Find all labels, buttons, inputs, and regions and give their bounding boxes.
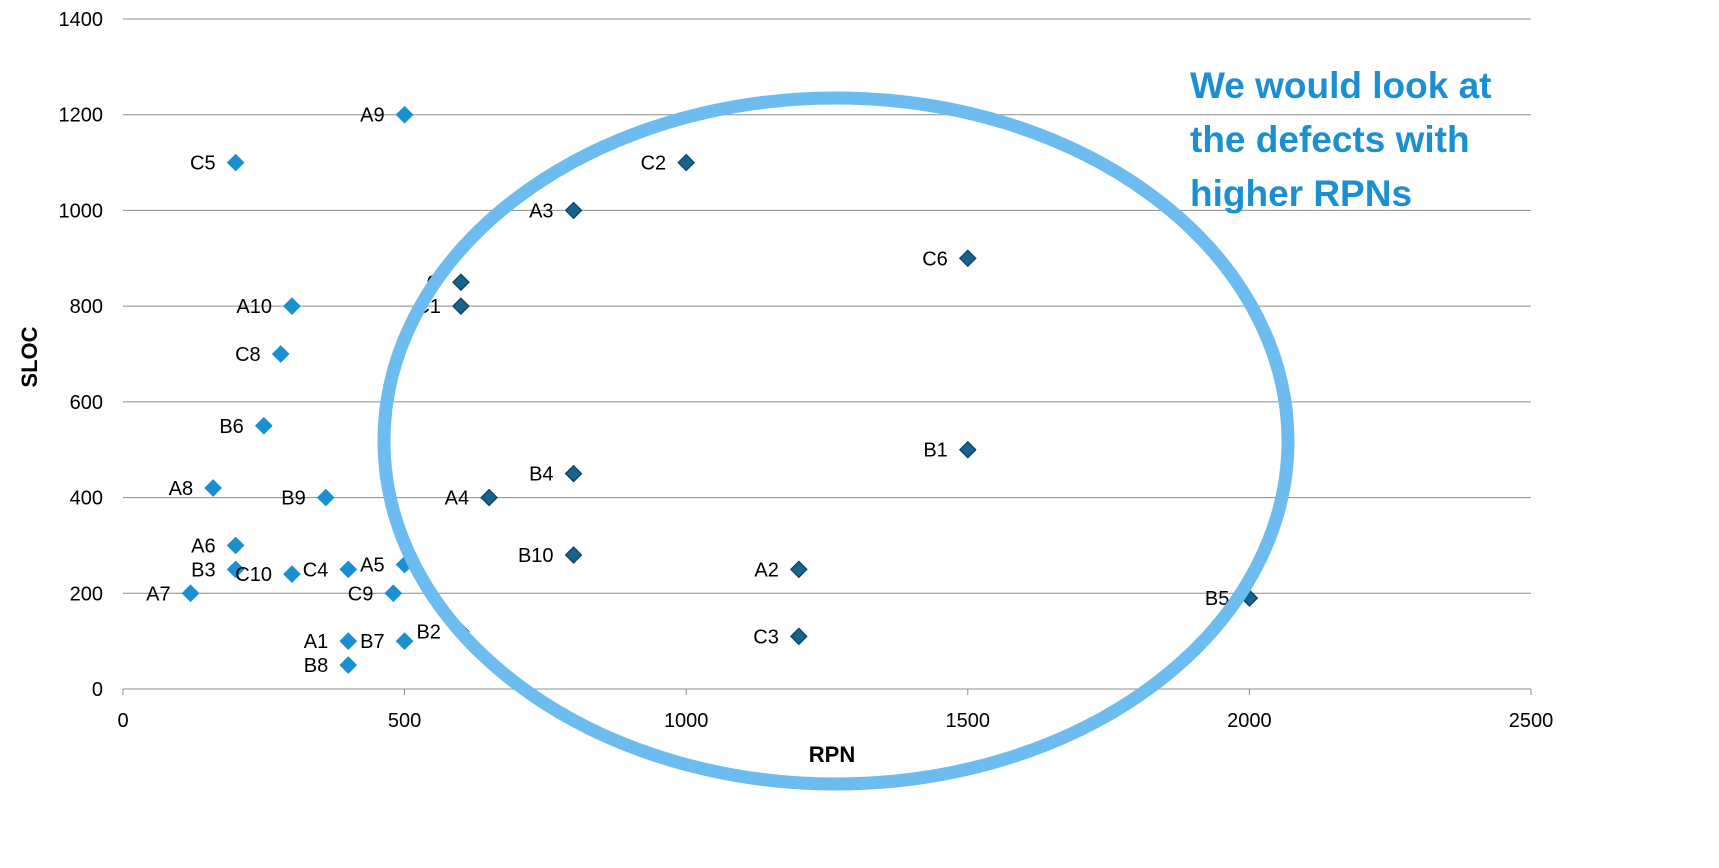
point-label-A9: A9 — [360, 105, 384, 127]
point-A10 — [283, 297, 301, 315]
point-A3 — [564, 201, 583, 220]
point-C2 — [677, 153, 696, 172]
point-A8 — [204, 479, 222, 497]
y-tick-label-6: 1200 — [59, 105, 104, 127]
x-tick-label-3: 1500 — [946, 710, 991, 732]
point-C1 — [452, 297, 470, 315]
x-axis-title: RPN — [809, 742, 855, 767]
point-A2 — [789, 560, 808, 579]
point-label-B8: B8 — [304, 655, 328, 677]
point-A7 — [181, 584, 200, 603]
point-C4 — [339, 560, 358, 579]
point-label-A8: A8 — [169, 478, 193, 500]
point-A4 — [480, 488, 498, 507]
point-label-A4: A4 — [445, 488, 469, 510]
point-label-C8: C8 — [235, 344, 261, 366]
point-label-C5: C5 — [190, 153, 216, 175]
x-tick-label-4: 2000 — [1227, 710, 1272, 732]
point-A9 — [395, 105, 414, 124]
y-tick-label-0: 0 — [92, 679, 103, 701]
point-label-C9: C9 — [348, 583, 374, 605]
y-tick-label-4: 800 — [70, 296, 103, 318]
point-label-A5: A5 — [360, 555, 384, 577]
y-axis-title: SLOC — [17, 326, 42, 387]
point-label-B5: B5 — [1205, 588, 1229, 610]
point-C6 — [958, 249, 977, 268]
point-C9 — [384, 584, 403, 603]
point-B6 — [254, 416, 273, 435]
point-label-B3: B3 — [191, 559, 215, 581]
point-A1 — [339, 632, 358, 650]
point-B8 — [339, 656, 358, 674]
point-label-A2: A2 — [754, 559, 778, 581]
point-B1 — [958, 440, 977, 459]
point-C8 — [271, 345, 290, 363]
point-label-C2: C2 — [641, 153, 667, 175]
x-tick-label-0: 0 — [117, 710, 128, 732]
point-label-C6: C6 — [922, 248, 948, 270]
y-tick-label-7: 1400 — [59, 9, 104, 31]
data-points — [181, 105, 1259, 674]
point-label-B9: B9 — [281, 488, 305, 510]
point-A6 — [226, 536, 245, 555]
point-label-B2: B2 — [416, 622, 440, 644]
point-B3 — [226, 560, 245, 579]
x-tick-label-2: 1000 — [664, 710, 709, 732]
point-label-A1: A1 — [304, 631, 328, 653]
highlight-ellipse — [377, 91, 1295, 791]
point-label-C4: C4 — [303, 559, 329, 581]
point-C — [452, 273, 470, 292]
point-label-B10: B10 — [518, 545, 554, 567]
callout-line-2: the defects with — [1190, 119, 1470, 160]
point-label-A10: A10 — [236, 296, 272, 318]
callout-text: We would look at the defects with higher… — [1190, 65, 1492, 214]
point-B4 — [564, 464, 583, 483]
y-tick-label-3: 600 — [70, 392, 103, 414]
point-label-B4: B4 — [529, 464, 553, 486]
point-label-C10: C10 — [235, 564, 272, 586]
point-label-A3: A3 — [529, 200, 553, 222]
point-label-B1: B1 — [923, 440, 947, 462]
callout-line-1: We would look at — [1190, 65, 1492, 106]
point-B7 — [395, 632, 414, 650]
point-C3 — [789, 627, 808, 646]
y-tick-label-2: 400 — [70, 488, 103, 510]
point-B9 — [316, 488, 335, 507]
point-B10 — [564, 546, 583, 564]
point-label-A6: A6 — [191, 535, 215, 557]
x-tick-label-5: 2500 — [1509, 710, 1554, 732]
y-tick-label-1: 200 — [70, 583, 103, 605]
point-C10 — [283, 565, 301, 583]
tick-labels: 0 200 400 600 800 1000 1200 1400 0 500 1000 1500 200… — [59, 9, 1554, 732]
y-tick-label-5: 1000 — [59, 200, 104, 222]
callout-line-3: higher RPNs — [1190, 173, 1412, 214]
point-label-C3: C3 — [753, 626, 779, 648]
point-C5 — [226, 153, 245, 172]
x-tick-label-1: 500 — [388, 710, 421, 732]
grid-lines — [122, 18, 1532, 695]
point-label-B7: B7 — [360, 631, 384, 653]
point-label-B6: B6 — [219, 416, 243, 438]
point-label-A7: A7 — [146, 583, 170, 605]
